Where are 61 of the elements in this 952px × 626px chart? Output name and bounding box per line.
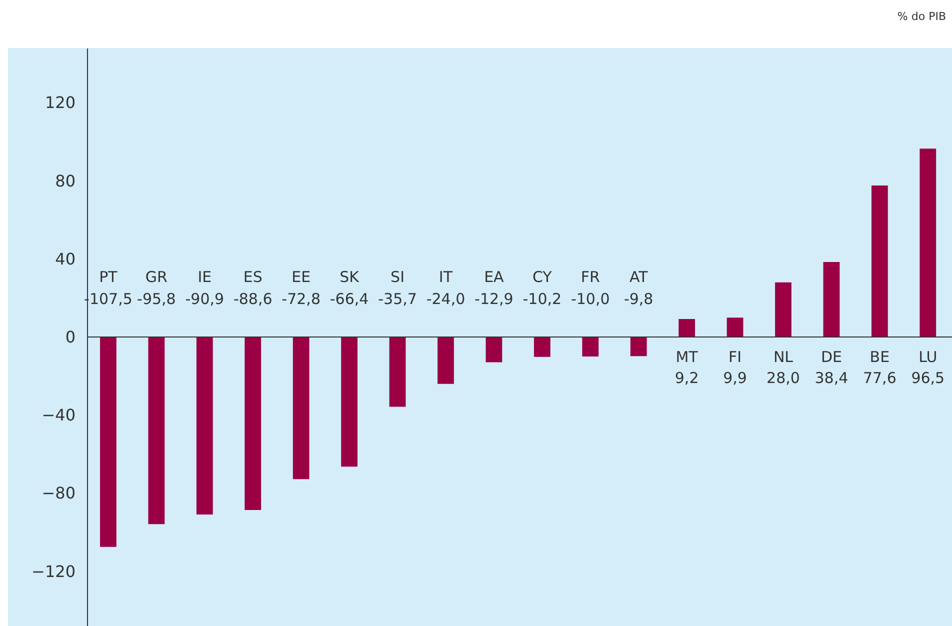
x-tick-label: FR bbox=[580, 268, 600, 286]
x-tick-label: SK bbox=[340, 268, 360, 286]
x-tick-label: EE bbox=[292, 268, 311, 286]
x-tick-label: IT bbox=[438, 268, 454, 286]
bar bbox=[486, 337, 502, 362]
data-label: -66,4 bbox=[330, 290, 369, 308]
x-tick-label: CY bbox=[532, 268, 553, 286]
text: % do PIB bbox=[897, 10, 946, 23]
bar bbox=[196, 337, 213, 514]
bar bbox=[534, 337, 550, 357]
bar bbox=[678, 319, 696, 337]
bar bbox=[920, 148, 936, 337]
x-tick-label: FI bbox=[728, 348, 742, 366]
data-label: -9,8 bbox=[624, 290, 654, 308]
bar bbox=[630, 337, 647, 356]
data-label: 77,6 bbox=[862, 369, 896, 387]
bar bbox=[438, 337, 454, 384]
y-tick-label: 120 bbox=[44, 93, 76, 112]
data-label: -88,6 bbox=[233, 290, 272, 308]
bar bbox=[823, 262, 840, 337]
x-tick-label: EA bbox=[484, 268, 505, 286]
x-tick-label: NL bbox=[773, 348, 794, 366]
data-label: 38,4 bbox=[814, 369, 848, 387]
data-label: -10,2 bbox=[522, 290, 562, 308]
y-tick-label: 40 bbox=[55, 249, 76, 268]
bar bbox=[341, 337, 358, 467]
x-tick-label: AT bbox=[629, 268, 649, 286]
x-tick-label: DE bbox=[820, 348, 842, 366]
data-label: -72,8 bbox=[282, 290, 320, 308]
data-label: 96,5 bbox=[911, 369, 945, 387]
bar bbox=[244, 337, 262, 510]
y-tick-label: −120 bbox=[32, 562, 76, 581]
data-label: -12,9 bbox=[474, 290, 514, 308]
bar bbox=[389, 337, 406, 407]
x-tick-label: SI bbox=[390, 268, 404, 286]
data-label: 9,2 bbox=[674, 369, 699, 387]
x-tick-label: GR bbox=[145, 268, 168, 286]
bar bbox=[100, 337, 116, 547]
data-label: -24,0 bbox=[426, 290, 466, 308]
bar bbox=[726, 318, 744, 337]
data-label: -35,7 bbox=[378, 290, 417, 308]
x-tick-label: MT bbox=[676, 348, 699, 366]
data-label: -95,8 bbox=[137, 290, 176, 308]
y-tick-label: 0 bbox=[65, 328, 76, 346]
y-tick-label: −40 bbox=[42, 406, 76, 425]
bar bbox=[775, 282, 792, 337]
data-label: -10,0 bbox=[570, 290, 610, 308]
bar bbox=[582, 337, 599, 357]
y-tick-label: 80 bbox=[55, 171, 76, 190]
bar bbox=[148, 337, 165, 524]
x-tick-label: LU bbox=[918, 348, 938, 366]
bar bbox=[292, 337, 310, 480]
y-tick-label: −80 bbox=[42, 484, 76, 503]
data-label: 9,9 bbox=[723, 369, 747, 387]
x-tick-label: PT bbox=[99, 268, 118, 286]
data-label: -90,9 bbox=[185, 290, 224, 308]
x-tick-label: IE bbox=[198, 268, 212, 286]
x-tick-label: ES bbox=[243, 268, 262, 286]
bar bbox=[871, 185, 888, 337]
data-label: 28,0 bbox=[766, 369, 800, 387]
x-tick-label: BE bbox=[870, 348, 890, 366]
